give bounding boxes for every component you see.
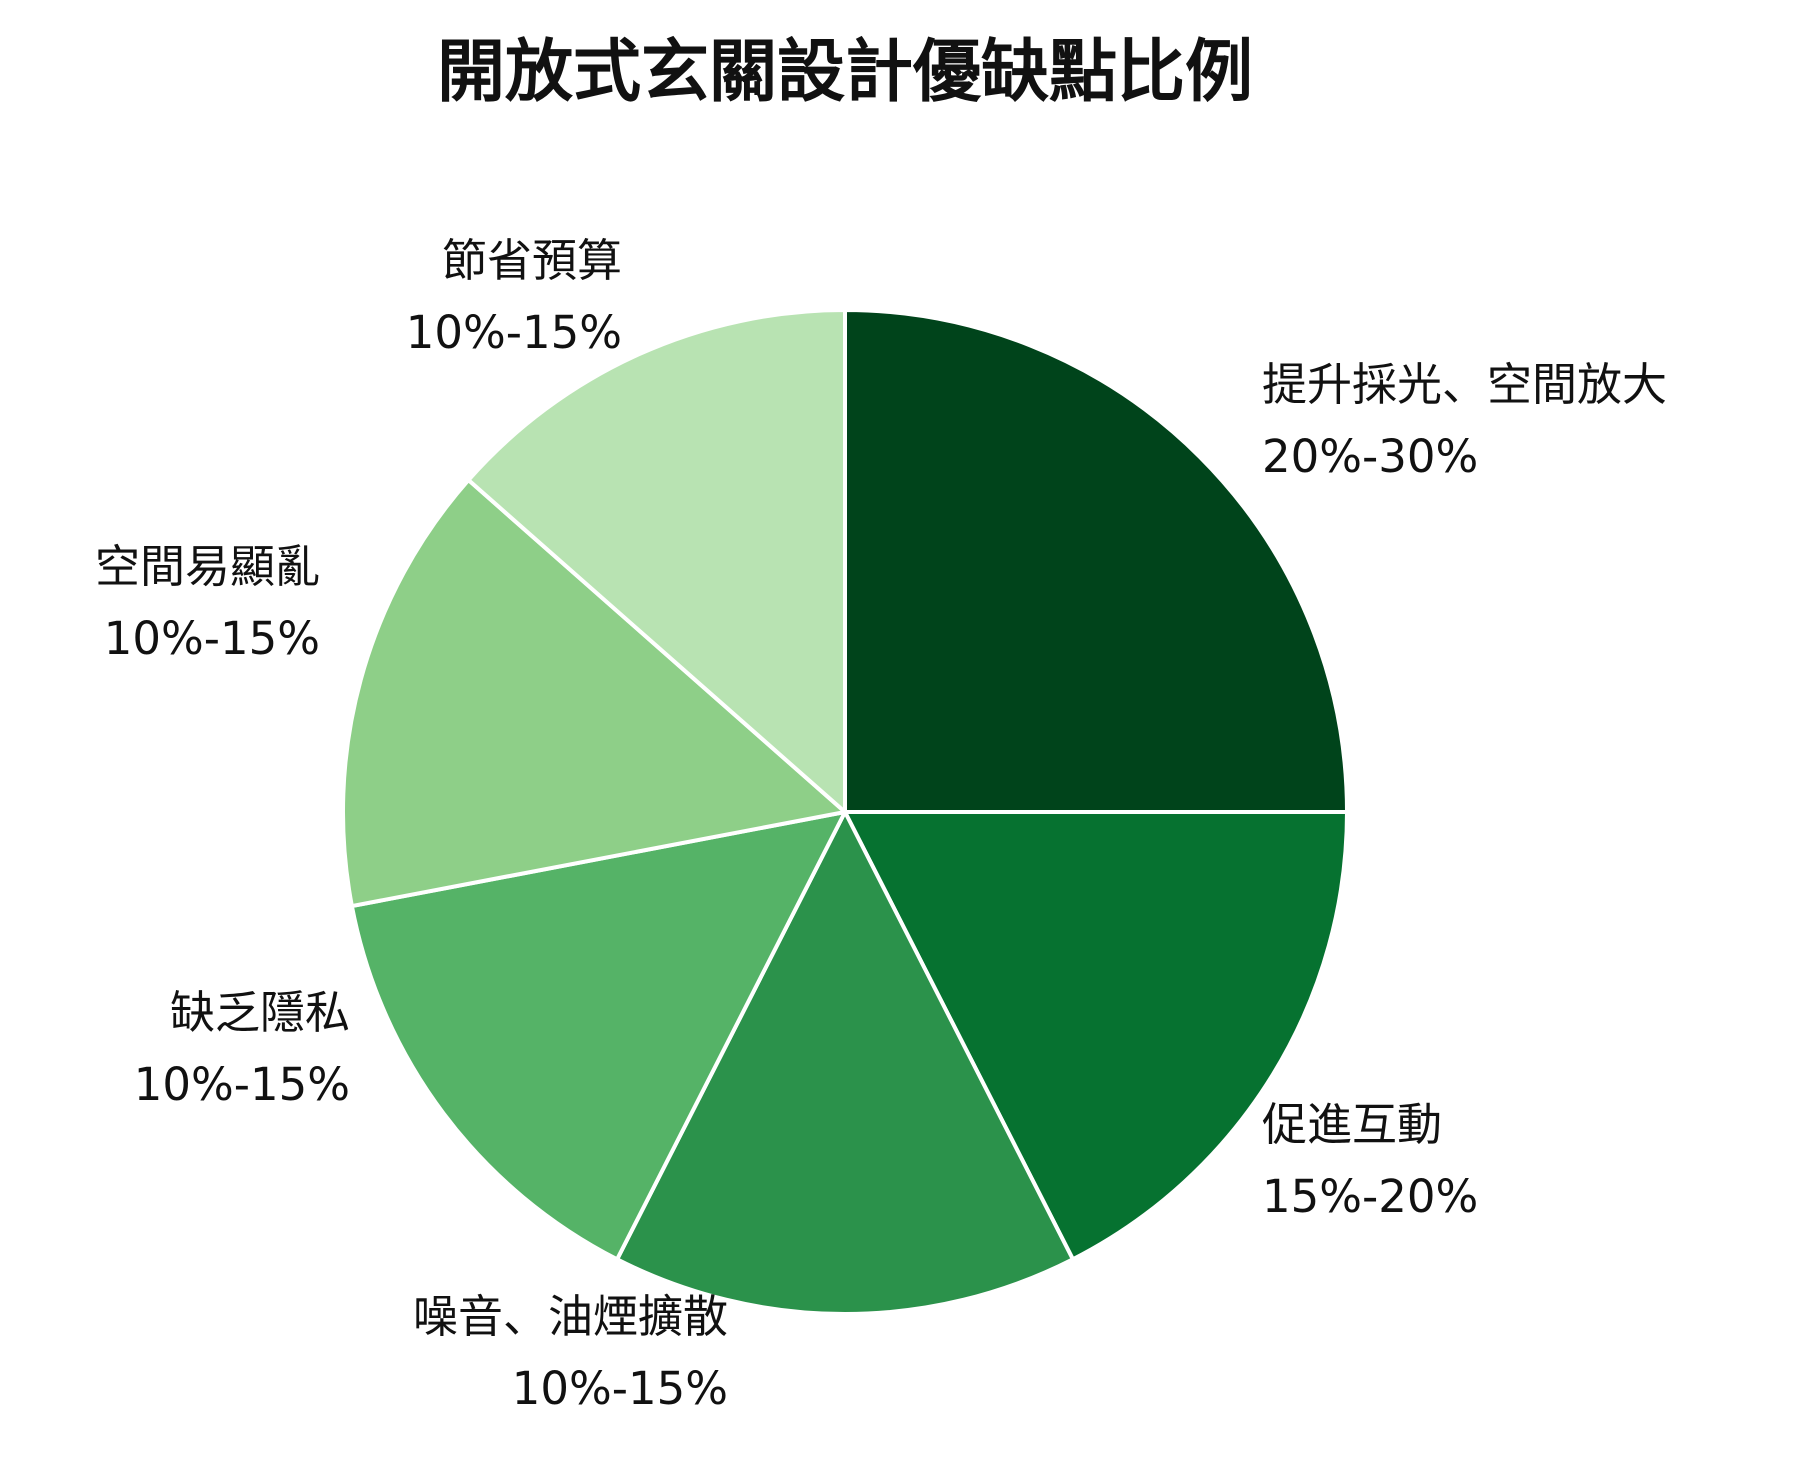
chart-title: 開放式玄關設計優缺點比例 xyxy=(437,33,1253,112)
pie-slice-5 xyxy=(341,478,847,909)
slice-label-5: 空間易顯亂 xyxy=(95,540,320,593)
slice-range-3: 10%-15% xyxy=(512,1362,728,1415)
slice-label-6: 節省預算 xyxy=(442,234,622,287)
slice-range-5: 10%-15% xyxy=(104,612,320,665)
pie-slices xyxy=(341,308,1349,1317)
slice-label-4: 缺乏隱私 xyxy=(170,986,350,1039)
slice-label-1: 提升採光、空間放大 xyxy=(1262,358,1667,411)
pie-slice-6 xyxy=(466,308,847,814)
slice-range-4: 10%-15% xyxy=(134,1058,350,1111)
slice-range-6: 10%-15% xyxy=(406,306,622,359)
slice-range-1: 20%-30% xyxy=(1262,430,1478,483)
slice-labels: 提升採光、空間放大 20%-30% 促進互動 15%-20% 噪音、油煙擴散 10%-15… xyxy=(95,234,1667,1415)
pie-slice-1 xyxy=(843,308,1349,814)
pie-slice-4 xyxy=(349,810,847,1262)
pie-slice-2 xyxy=(843,810,1349,1262)
pie-slice-3 xyxy=(615,810,1075,1317)
slice-label-3: 噪音、油煙擴散 xyxy=(413,1290,728,1343)
slice-range-2: 15%-20% xyxy=(1262,1170,1478,1223)
slice-label-2: 促進互動 xyxy=(1262,1098,1442,1151)
